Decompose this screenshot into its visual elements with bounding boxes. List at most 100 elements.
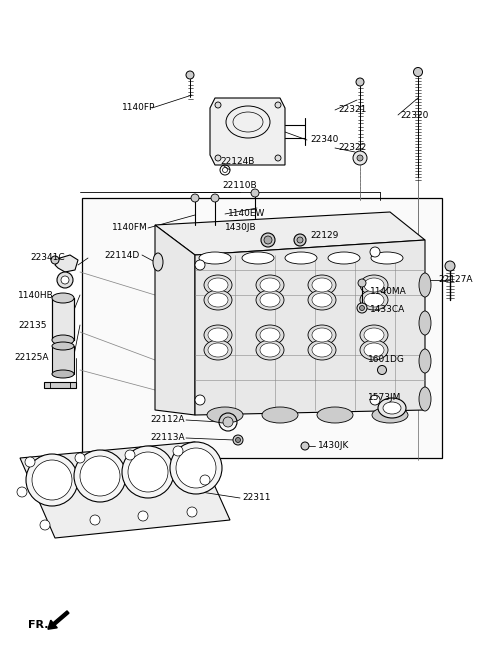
Ellipse shape	[256, 290, 284, 310]
Ellipse shape	[256, 340, 284, 360]
Circle shape	[17, 487, 27, 497]
Circle shape	[51, 256, 59, 264]
Ellipse shape	[308, 275, 336, 295]
Circle shape	[353, 151, 367, 165]
Circle shape	[233, 435, 243, 445]
Text: 22321: 22321	[338, 106, 366, 115]
Circle shape	[195, 260, 205, 270]
Ellipse shape	[260, 293, 280, 307]
Bar	[52, 298, 74, 340]
Ellipse shape	[204, 325, 232, 345]
Ellipse shape	[364, 293, 384, 307]
Ellipse shape	[204, 290, 232, 310]
Ellipse shape	[204, 275, 232, 295]
Text: FR.: FR.	[28, 620, 48, 630]
Ellipse shape	[204, 340, 232, 360]
Circle shape	[211, 194, 219, 202]
Ellipse shape	[364, 278, 384, 292]
Ellipse shape	[199, 252, 231, 264]
Text: 1140FP: 1140FP	[121, 104, 155, 112]
Ellipse shape	[242, 252, 274, 264]
Ellipse shape	[256, 325, 284, 345]
Circle shape	[294, 234, 306, 246]
Text: 22340: 22340	[310, 136, 338, 144]
Text: 22341C: 22341C	[30, 253, 65, 262]
Text: 1140HB: 1140HB	[18, 291, 54, 300]
Circle shape	[122, 446, 174, 498]
Ellipse shape	[312, 328, 332, 342]
Ellipse shape	[360, 325, 388, 345]
Circle shape	[186, 71, 194, 79]
Text: 22320: 22320	[400, 110, 428, 119]
Ellipse shape	[256, 275, 284, 295]
Text: 1140FM: 1140FM	[112, 224, 148, 232]
Circle shape	[195, 395, 205, 405]
Ellipse shape	[419, 349, 431, 373]
Ellipse shape	[328, 252, 360, 264]
Bar	[82, 198, 442, 458]
Ellipse shape	[364, 343, 384, 357]
Text: 22114D: 22114D	[105, 251, 140, 260]
Ellipse shape	[308, 340, 336, 360]
Text: 1140EW: 1140EW	[228, 209, 265, 218]
Circle shape	[57, 272, 73, 288]
Circle shape	[187, 507, 197, 517]
Text: 1140MA: 1140MA	[370, 287, 407, 297]
Circle shape	[176, 448, 216, 488]
Text: 22127A: 22127A	[439, 276, 473, 285]
Ellipse shape	[383, 402, 401, 414]
Circle shape	[357, 303, 367, 313]
Ellipse shape	[308, 325, 336, 345]
Ellipse shape	[419, 387, 431, 411]
Bar	[44, 382, 76, 388]
Ellipse shape	[308, 290, 336, 310]
Circle shape	[275, 102, 281, 108]
Circle shape	[357, 155, 363, 161]
Ellipse shape	[153, 253, 163, 271]
Ellipse shape	[317, 407, 353, 423]
Text: 22311: 22311	[242, 493, 271, 502]
Ellipse shape	[419, 273, 431, 297]
Text: 1430JK: 1430JK	[318, 441, 349, 451]
Circle shape	[360, 306, 364, 310]
Ellipse shape	[207, 407, 243, 423]
Ellipse shape	[260, 278, 280, 292]
FancyArrow shape	[48, 611, 69, 629]
Circle shape	[61, 276, 69, 284]
Circle shape	[25, 457, 35, 467]
Ellipse shape	[208, 293, 228, 307]
Ellipse shape	[208, 328, 228, 342]
Ellipse shape	[360, 340, 388, 360]
Bar	[52, 346, 74, 374]
Circle shape	[75, 453, 85, 463]
Circle shape	[236, 438, 240, 443]
Text: 1601DG: 1601DG	[368, 356, 405, 365]
Circle shape	[223, 417, 233, 427]
Circle shape	[297, 237, 303, 243]
Ellipse shape	[364, 328, 384, 342]
Text: 1573JM: 1573JM	[368, 394, 401, 403]
Text: 22124B: 22124B	[220, 157, 254, 167]
Text: 1433CA: 1433CA	[370, 306, 405, 314]
Circle shape	[445, 261, 455, 271]
Ellipse shape	[260, 328, 280, 342]
Circle shape	[264, 236, 272, 244]
Circle shape	[370, 395, 380, 405]
Text: 22135: 22135	[18, 321, 47, 329]
Text: 22125A: 22125A	[14, 354, 48, 363]
Ellipse shape	[260, 343, 280, 357]
Circle shape	[191, 194, 199, 202]
Ellipse shape	[52, 370, 74, 378]
Circle shape	[90, 515, 100, 525]
Circle shape	[200, 475, 210, 485]
Ellipse shape	[360, 275, 388, 295]
Circle shape	[370, 247, 380, 257]
Circle shape	[413, 68, 422, 77]
Circle shape	[125, 450, 135, 460]
Circle shape	[358, 279, 366, 287]
Polygon shape	[155, 225, 195, 415]
Text: 22113A: 22113A	[150, 434, 185, 443]
Circle shape	[128, 452, 168, 492]
Circle shape	[261, 233, 275, 247]
Ellipse shape	[52, 335, 74, 345]
